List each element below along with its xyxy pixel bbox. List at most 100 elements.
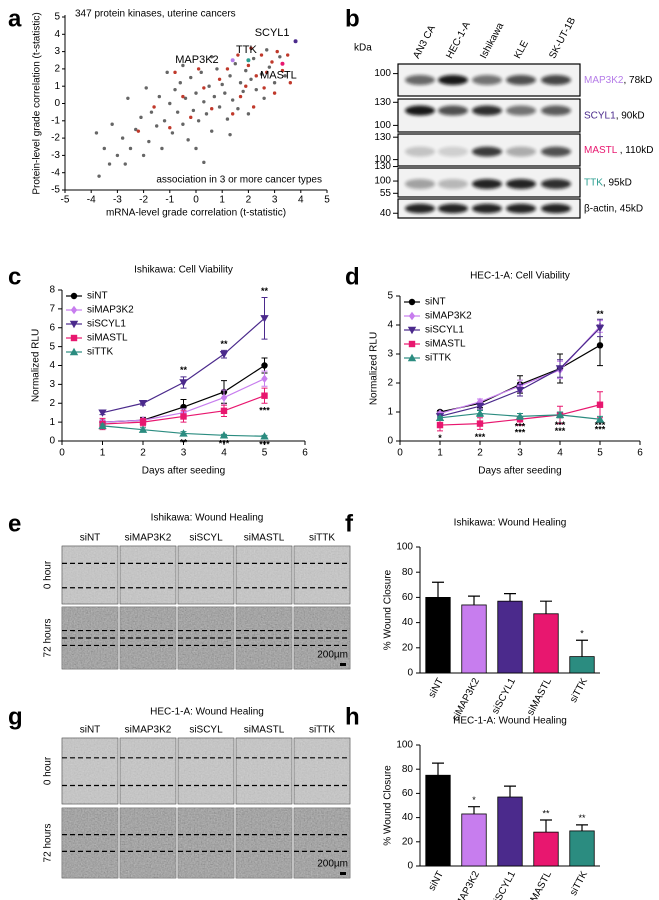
- point: [278, 55, 282, 59]
- legend-label: siNT: [87, 291, 108, 302]
- bar: [461, 813, 487, 867]
- annotation: association in 3 or more cancer types: [156, 175, 322, 186]
- blot-band: [405, 203, 435, 214]
- x-axis-label: Days after seeding: [478, 466, 561, 477]
- bar: [425, 597, 451, 674]
- significance: ***: [219, 439, 230, 449]
- y-tick-label: 0: [407, 861, 413, 872]
- significance: ***: [595, 420, 606, 430]
- panel-letter: h: [345, 703, 360, 730]
- y-tick-label: 60: [402, 592, 414, 603]
- y-tick-label: 80: [402, 567, 414, 578]
- y-tick-label: 20: [402, 642, 414, 653]
- x-tick-label: siTTK: [568, 869, 590, 898]
- blot-band: [506, 203, 536, 214]
- significance: **: [180, 365, 188, 375]
- scale-bar: [340, 872, 346, 875]
- x-tick-label: siSCYL1: [490, 676, 518, 716]
- blot-band: [405, 105, 435, 116]
- point: [230, 112, 235, 116]
- marker: [408, 311, 416, 321]
- point: [223, 91, 227, 95]
- point: [202, 160, 206, 165]
- blot-band: [438, 178, 468, 189]
- protein-name: MAP3K2: [584, 75, 624, 86]
- y-tick-label: 1: [387, 407, 393, 418]
- row-label: 72 hours: [43, 619, 54, 658]
- annotation: 347 protein kinases, uterine cancers: [75, 9, 236, 20]
- y-tick-label: 2: [387, 378, 393, 389]
- point: [230, 98, 235, 102]
- point: [196, 67, 201, 71]
- significance: **: [542, 808, 550, 818]
- legend-label: siMASTL: [87, 333, 128, 344]
- protein-label: MASTL , 110kD: [584, 145, 653, 156]
- marker: [260, 432, 269, 440]
- point: [102, 146, 107, 151]
- protein-name: MASTL: [584, 145, 618, 156]
- point: [186, 138, 190, 142]
- point: [155, 124, 159, 128]
- x-tick-label: siMASTL: [525, 676, 554, 717]
- x-tick-label: 1: [219, 195, 225, 206]
- panel-letter: f: [345, 510, 354, 537]
- bar: [497, 600, 523, 674]
- y-tick-label: -4: [51, 167, 60, 178]
- x-tick-label: 3: [272, 195, 278, 206]
- micrograph-texture: [236, 808, 292, 878]
- significance: ***: [595, 425, 606, 435]
- marker: [435, 413, 445, 421]
- marker-label: 100: [374, 68, 391, 79]
- column-label: siMAP3K2: [125, 725, 172, 736]
- y-tick-label: 1: [54, 81, 60, 92]
- marker-label: 130: [374, 132, 391, 143]
- x-axis-label: mRNA-level grade correlation (t-statisti…: [106, 208, 286, 219]
- panel-title: Ishikawa: Wound Healing: [151, 513, 264, 524]
- significance: *: [580, 629, 584, 639]
- blot-band: [541, 146, 571, 157]
- point: [262, 96, 266, 101]
- blot-band: [405, 146, 435, 157]
- blot-band: [438, 203, 468, 214]
- point: [181, 63, 185, 68]
- column-label: siMASTL: [244, 725, 285, 736]
- marker: [475, 403, 485, 411]
- lane-label: HEC-1-A: [444, 20, 473, 61]
- significance: **: [596, 309, 604, 319]
- marker: [260, 315, 269, 323]
- point: [225, 117, 230, 121]
- x-tick-label: 2: [477, 448, 483, 459]
- point: [162, 119, 167, 123]
- marker: [596, 342, 604, 349]
- x-tick-label: 2: [140, 448, 146, 459]
- x-tick-label: siNT: [427, 676, 446, 699]
- highlight-label: SCYL1: [255, 27, 290, 39]
- row-label: 0 hour: [43, 756, 54, 785]
- y-tick-label: -2: [51, 133, 60, 144]
- column-label: siMASTL: [244, 533, 285, 544]
- point: [220, 82, 224, 87]
- marker: [219, 350, 229, 359]
- bar: [533, 831, 559, 867]
- panel-letter: c: [8, 263, 21, 290]
- blot-band: [506, 105, 536, 116]
- micrograph-texture: [120, 738, 176, 804]
- y-tick-label: 0: [407, 668, 413, 679]
- y-tick-label: 0: [387, 436, 393, 447]
- x-tick-label: 1: [437, 448, 443, 459]
- point: [246, 112, 251, 116]
- significance: ***: [259, 440, 270, 450]
- marker: [69, 347, 79, 356]
- marker: [261, 362, 268, 369]
- point: [238, 94, 243, 99]
- significance: *: [438, 433, 442, 443]
- protein-size: , 90kD: [616, 110, 645, 121]
- marker: [595, 415, 605, 423]
- legend-label: siSCYL1: [425, 325, 464, 336]
- y-tick-label: 3: [49, 379, 55, 390]
- point: [272, 81, 277, 85]
- error-bar: [432, 762, 444, 776]
- marker: [408, 340, 416, 348]
